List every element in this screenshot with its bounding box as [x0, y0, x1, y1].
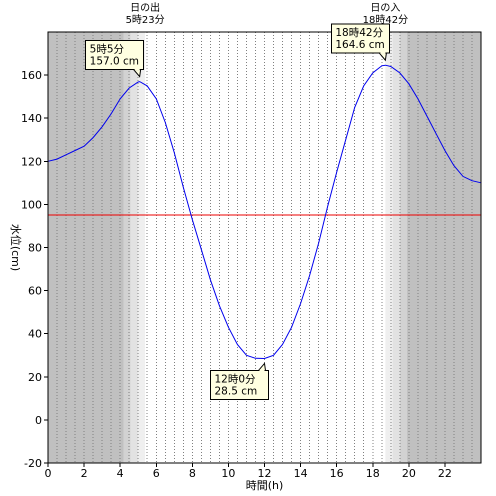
y-tick-label: 20	[28, 371, 42, 384]
x-tick-label: 14	[294, 467, 308, 480]
x-tick-label: 0	[45, 467, 52, 480]
callout-box	[210, 369, 269, 400]
callout-box	[85, 40, 145, 71]
callout-value: 164.6 cm	[335, 39, 384, 51]
callout-value: 28.5 cm	[215, 385, 258, 397]
series-group	[47, 64, 482, 360]
x-tick-label: 12	[258, 467, 272, 480]
daylight-band-3	[137, 32, 146, 463]
daylight-band-6	[392, 32, 400, 463]
x-tick-label: 18	[366, 467, 380, 480]
x-tick-label: 22	[438, 467, 452, 480]
daylight-band-1	[123, 32, 131, 463]
sunrise-time: 5時23分	[126, 14, 165, 26]
y-tick-label: 100	[21, 198, 42, 211]
y-tick-label: 80	[28, 242, 42, 255]
callout-time: 12時0分	[215, 373, 257, 385]
daylight-band-2	[130, 32, 138, 463]
callout-box	[330, 23, 390, 54]
sunset-time: 18時42分	[363, 14, 408, 26]
callout-time: 18時42分	[335, 27, 383, 39]
series-line-0	[47, 64, 482, 360]
daylight-band-5	[385, 32, 393, 463]
x-tick-label: 2	[81, 467, 88, 480]
y-tick-label: 140	[21, 112, 42, 125]
axes: 0 2 4 6 8 10 12 14 16 18 20 22-20020406080100120140…	[21, 31, 482, 480]
x-tick-label: 6	[153, 467, 160, 480]
x-axis-title: 時間(h)	[246, 479, 284, 492]
sunrise-label: 日の出	[130, 1, 160, 14]
y-tick-label: 40	[28, 328, 42, 341]
x-tick-label: 20	[402, 467, 416, 480]
y-tick-label: 0	[35, 414, 42, 427]
callout-value: 157.0 cm	[90, 56, 139, 68]
daylight-band-8	[407, 32, 481, 463]
y-axis-title: 水位(cm)	[9, 224, 23, 271]
daylight-band-0	[48, 32, 124, 463]
sun-labels: 日の出 5時23分 日の入 18時42分	[126, 1, 409, 26]
x-tick-label: 4	[117, 467, 124, 480]
y-tick-label: 60	[28, 285, 42, 298]
x-tick-label: 16	[330, 467, 344, 480]
y-tick-label: 160	[21, 69, 42, 82]
callout-time: 5時5分	[90, 44, 125, 56]
daylight-bands	[48, 32, 481, 463]
x-tick-label: 8	[189, 467, 196, 480]
sunset-label: 日の入	[370, 3, 400, 14]
daylight-band-7	[399, 32, 408, 463]
y-tick-label: -20	[24, 457, 42, 470]
x-tick-label: 10	[221, 467, 235, 480]
y-tick-label: 120	[21, 155, 42, 168]
